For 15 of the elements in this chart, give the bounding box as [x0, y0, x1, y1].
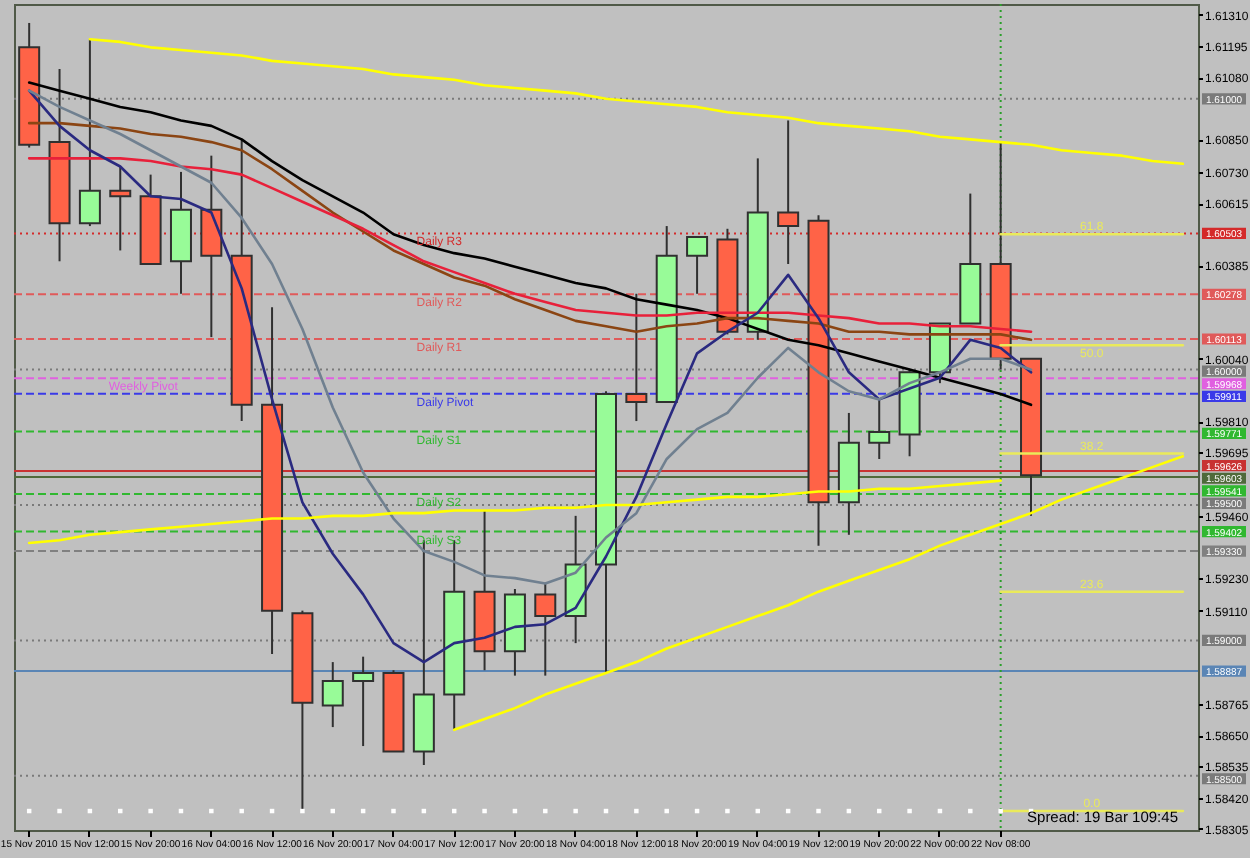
line-series: [27, 157, 1033, 333]
candlestick: [321, 661, 344, 729]
candlestick: [109, 165, 132, 252]
candlestick: [352, 655, 375, 748]
line-series: [27, 121, 1033, 342]
line-series: [27, 479, 1002, 545]
candlestick: [78, 38, 101, 228]
candlestick: [625, 292, 648, 423]
line-series: [88, 37, 1185, 166]
candlestick: [868, 398, 891, 460]
candlestick: [686, 235, 709, 295]
line-series: [27, 81, 1033, 407]
candlestick: [200, 154, 223, 339]
candlestick: [777, 119, 800, 265]
candlestick: [534, 582, 557, 677]
